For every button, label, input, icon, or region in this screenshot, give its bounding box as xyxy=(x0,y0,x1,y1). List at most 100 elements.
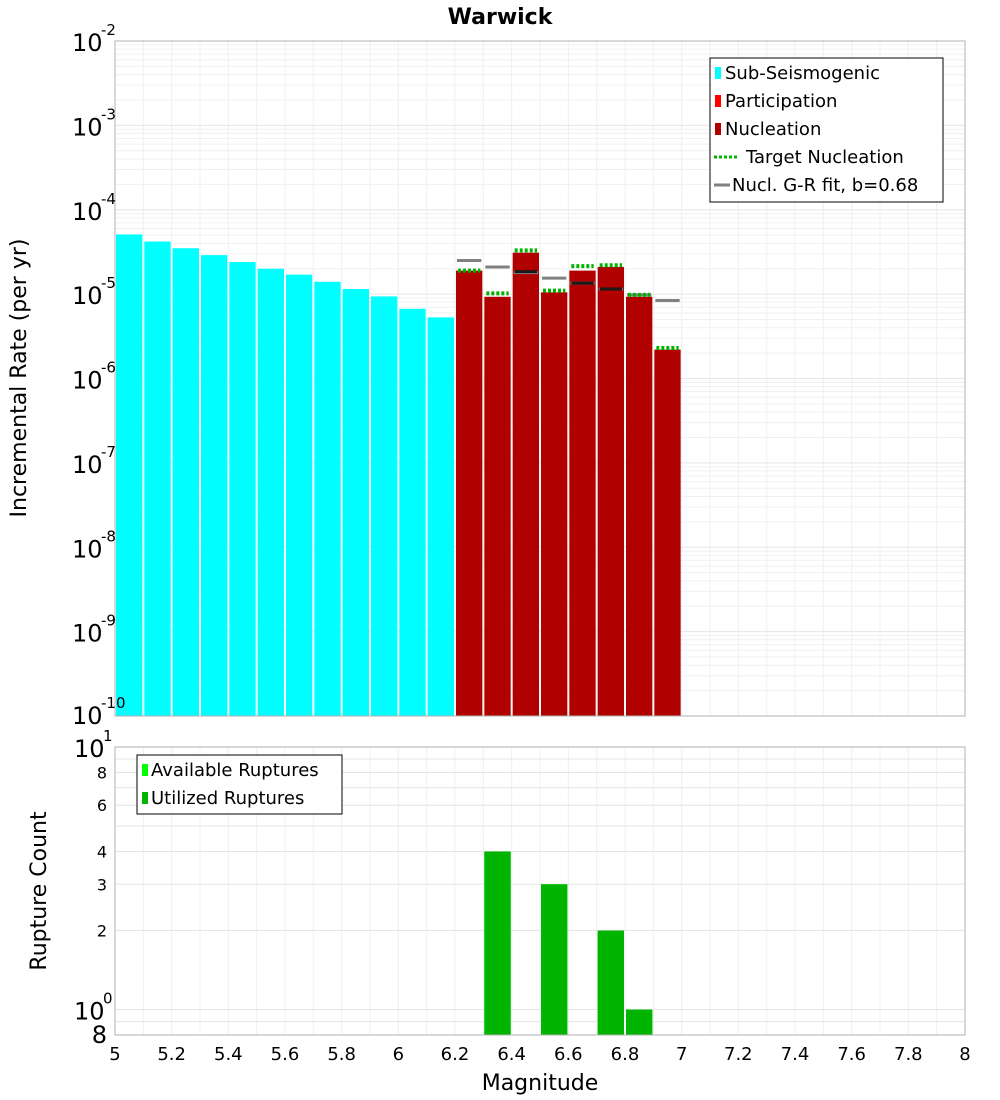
top-y-tick-base: 10 xyxy=(72,451,103,479)
sub-seismogenic-bar xyxy=(144,241,171,717)
top-y-axis-label: Incremental Rate (per yr) xyxy=(7,239,32,518)
bottom-plot-frame xyxy=(114,746,966,1036)
top-y-tick-base: 10 xyxy=(72,198,103,226)
bottom-y-major-exponent: 0 xyxy=(103,990,113,1008)
bottom-y-tick-label: 8 xyxy=(92,1021,107,1049)
top-plot-frame xyxy=(114,40,966,717)
nucleation-bar xyxy=(654,349,681,716)
sub-seismogenic-bar xyxy=(116,234,143,716)
utilized-ruptures-bar xyxy=(626,1009,653,1035)
top-y-tick-exponent: -8 xyxy=(101,527,116,545)
x-tick-label: 8 xyxy=(959,1044,970,1065)
sub-seismogenic-bar xyxy=(257,268,284,716)
bottom-y-major-base: 10 xyxy=(74,998,105,1026)
x-tick-label: 6.4 xyxy=(497,1044,526,1065)
top-legend-label: Target Nucleation xyxy=(745,147,904,168)
top-legend-swatch xyxy=(715,123,721,135)
x-tick-label: 5 xyxy=(109,1044,120,1065)
top-legend-label: Sub-Seismogenic xyxy=(725,63,880,84)
x-tick-label: 7 xyxy=(676,1044,687,1065)
top-y-tick-base: 10 xyxy=(72,29,103,57)
bottom-legend-label: Available Ruptures xyxy=(151,760,319,781)
sub-seismogenic-bar xyxy=(172,248,199,717)
x-tick-label: 5.2 xyxy=(157,1044,186,1065)
utilized-ruptures-bar xyxy=(541,884,568,1035)
top-y-tick-exponent: -3 xyxy=(101,105,116,123)
x-tick-label: 7.6 xyxy=(837,1044,866,1065)
x-tick-label: 5.4 xyxy=(214,1044,243,1065)
sub-seismogenic-bar xyxy=(229,262,256,716)
top-legend-swatch xyxy=(715,95,721,107)
x-tick-label: 6.6 xyxy=(554,1044,583,1065)
nucleation-bar xyxy=(456,270,483,716)
bottom-y-major-base: 10 xyxy=(74,735,105,763)
top-y-tick-base: 10 xyxy=(72,113,103,141)
bottom-legend-swatch xyxy=(142,764,148,776)
bottom-y-tick-label: 2 xyxy=(97,922,107,941)
nucleation-bar xyxy=(597,266,624,716)
sub-seismogenic-bar xyxy=(342,289,369,716)
sub-seismogenic-bar xyxy=(201,255,228,716)
x-tick-label: 6.8 xyxy=(611,1044,640,1065)
top-legend-swatch xyxy=(715,67,721,79)
top-y-tick-base: 10 xyxy=(72,367,103,395)
chart-title: Warwick xyxy=(448,5,554,30)
top-y-tick-exponent: -10 xyxy=(101,694,126,712)
top-legend-box xyxy=(709,57,944,203)
sub-seismogenic-bar xyxy=(427,317,454,716)
bottom-y-tick-label: 6 xyxy=(97,796,107,815)
top-y-tick-exponent: -4 xyxy=(101,190,116,208)
top-y-tick-base: 10 xyxy=(72,702,103,730)
x-tick-label: 5.6 xyxy=(271,1044,300,1065)
top-legend: Sub-Seismogenic Participation Nucleation Ta… xyxy=(709,57,944,203)
x-tick-label: 7.2 xyxy=(724,1044,753,1065)
sub-seismogenic-bar xyxy=(371,296,398,716)
bottom-y-tick-label: 8 xyxy=(97,763,107,782)
sub-seismogenic-bar xyxy=(314,281,341,716)
bottom-legend-label: Utilized Ruptures xyxy=(151,788,304,809)
nucleation-bar xyxy=(626,296,653,716)
x-tick-label: 6 xyxy=(393,1044,404,1065)
top-legend-label: Participation xyxy=(725,91,837,112)
top-y-tick-base: 10 xyxy=(72,282,103,310)
top-legend-label: Nucl. G-R fit, b=0.68 xyxy=(732,175,918,196)
x-axis-label: Magnitude xyxy=(482,1071,599,1096)
utilized-ruptures-bar xyxy=(597,930,624,1035)
bottom-legend-box xyxy=(136,754,343,815)
bottom-y-major-exponent: 1 xyxy=(103,727,113,745)
x-tick-label: 7.4 xyxy=(781,1044,810,1065)
bottom-x-ticks: 5 5.2 5.4 5.6 5.8 6 6.2 6.4 6.6 6.8 7 7.2 7.4 7.6 7.8 8 xyxy=(109,1044,970,1065)
top-bars xyxy=(116,234,681,717)
top-y-tick-base: 10 xyxy=(72,535,103,563)
bottom-legend-swatch xyxy=(142,792,148,804)
bottom-y-tick-label: 4 xyxy=(97,842,107,861)
x-tick-label: 6.2 xyxy=(441,1044,470,1065)
top-legend-label: Nucleation xyxy=(725,119,821,140)
top-y-tick-exponent: -2 xyxy=(101,21,116,39)
top-y-tick-exponent: -7 xyxy=(101,443,116,461)
top-y-tick-exponent: -6 xyxy=(101,359,116,377)
nucleation-bar xyxy=(541,292,568,716)
nucleation-bar xyxy=(512,252,539,716)
top-y-tick-base: 10 xyxy=(72,620,103,648)
sub-seismogenic-bar xyxy=(286,274,313,716)
bottom-legend: Available Ruptures Utilized Ruptures xyxy=(136,754,343,815)
utilized-ruptures-bar xyxy=(484,851,511,1035)
x-tick-label: 7.8 xyxy=(894,1044,923,1065)
top-grid xyxy=(114,41,966,717)
top-y-tick-exponent: -5 xyxy=(101,274,116,292)
nucleation-bar xyxy=(569,270,596,716)
x-tick-label: 5.8 xyxy=(327,1044,356,1065)
top-marks xyxy=(457,248,680,350)
top-y-tick-exponent: -9 xyxy=(101,612,116,630)
sub-seismogenic-bar xyxy=(399,308,426,716)
bottom-y-tick-label: 3 xyxy=(97,875,107,894)
nucleation-bar xyxy=(484,296,511,716)
bottom-bars xyxy=(484,851,653,1035)
bottom-y-axis-label: Rupture Count xyxy=(27,811,52,971)
